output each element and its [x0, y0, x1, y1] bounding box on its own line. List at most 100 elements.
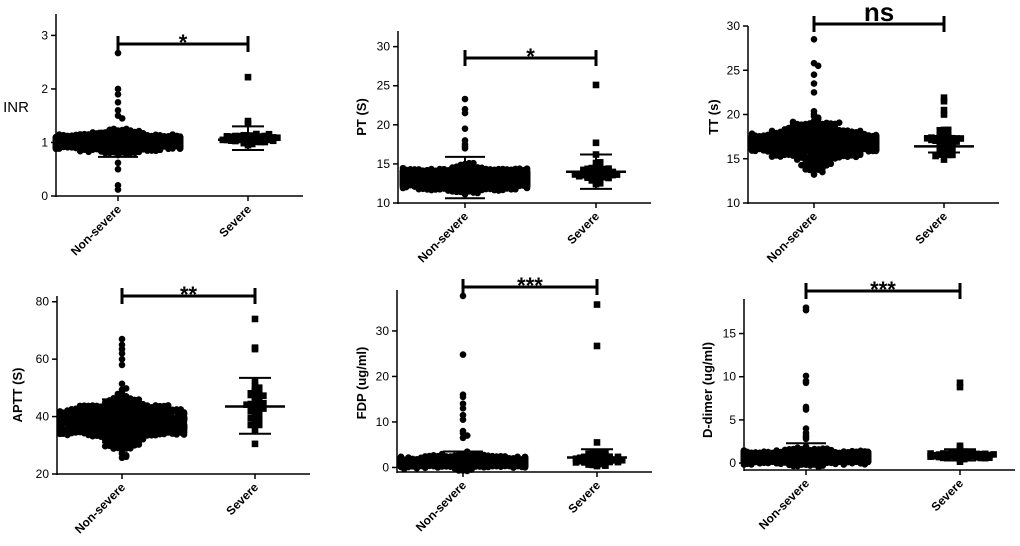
data-point [470, 159, 477, 167]
data-point [459, 434, 467, 442]
data-point [949, 144, 956, 152]
data-point [244, 120, 252, 128]
x-category-label: Non-severe [72, 480, 128, 536]
data-point [748, 144, 756, 152]
data-point [588, 177, 596, 184]
y-tick-label: 0 [41, 189, 48, 203]
data-point [593, 462, 601, 470]
y-tick-label: 15 [727, 152, 741, 166]
data-point [948, 449, 955, 457]
data-point [52, 140, 60, 148]
data-point [118, 361, 126, 369]
data-point [588, 164, 596, 172]
data-point [461, 144, 469, 152]
data-point [139, 129, 147, 137]
data-point [589, 448, 597, 456]
data-point [247, 414, 255, 422]
data-point [247, 390, 255, 397]
data-point [56, 424, 64, 432]
data-point [265, 130, 273, 138]
data-point [461, 125, 469, 133]
data-point [118, 355, 126, 363]
x-category-label: Severe [223, 480, 261, 518]
data-point [768, 127, 776, 135]
data-point [55, 131, 63, 138]
data-point [602, 462, 609, 469]
data-point [932, 152, 939, 160]
data-point [960, 448, 968, 455]
data-point [596, 163, 604, 171]
data-point [236, 132, 243, 140]
data-point [56, 412, 64, 420]
significance-label: * [526, 44, 535, 69]
data-point [944, 151, 952, 159]
y-tick-label: 30 [727, 19, 741, 33]
data-point [928, 136, 935, 144]
data-point [614, 458, 622, 466]
data-point [810, 80, 818, 87]
x-category-label: Non-severe [415, 209, 471, 265]
data-point [571, 171, 579, 178]
data-point [827, 160, 835, 168]
data-point [248, 132, 256, 139]
data-point [415, 185, 423, 193]
data-point [844, 127, 851, 135]
data-point [247, 408, 255, 415]
data-point [253, 134, 260, 142]
data-point [131, 149, 139, 157]
data-point [399, 181, 407, 189]
data-point [936, 146, 944, 154]
y-tick-label: 10 [376, 415, 390, 429]
significance-label: * [179, 30, 188, 55]
data-point [592, 139, 600, 147]
data-point [856, 151, 864, 159]
data-point [589, 461, 597, 469]
data-point [261, 132, 269, 140]
data-point [114, 107, 122, 114]
data-point [114, 390, 122, 398]
data-point [936, 126, 944, 134]
data-point [593, 439, 601, 446]
data-point [831, 155, 839, 162]
data-point [956, 383, 964, 391]
data-point [255, 421, 263, 429]
data-point [977, 450, 985, 458]
y-tick-label: 25 [727, 63, 741, 77]
data-point [593, 342, 601, 350]
data-point [768, 153, 776, 160]
data-point [953, 138, 960, 145]
y-tick-label: 5 [729, 413, 736, 427]
data-point [512, 185, 519, 193]
data-point [596, 179, 604, 187]
significance-label: ns [864, 0, 894, 27]
data-point [114, 99, 122, 106]
data-point [592, 81, 600, 89]
data-point [459, 393, 467, 401]
data-point [601, 173, 608, 181]
data-point [936, 151, 944, 158]
data-point [255, 387, 263, 395]
y-tick-label: 1 [41, 135, 48, 149]
data-point [101, 442, 109, 450]
data-point [740, 458, 748, 465]
data-point [940, 132, 948, 140]
data-point [114, 49, 122, 57]
data-point [449, 188, 456, 195]
data-point [474, 189, 481, 197]
data-point [89, 129, 97, 136]
y-tick-label: 30 [377, 40, 391, 54]
data-point [986, 454, 993, 461]
data-point [601, 165, 608, 173]
significance-label: ** [180, 282, 198, 307]
data-point [981, 454, 989, 462]
data-point [114, 85, 122, 93]
x-category-label: Severe [928, 476, 966, 514]
y-axis-label: FDP (ug/ml) [354, 347, 369, 420]
data-point [251, 315, 259, 323]
x-category-label: Severe [565, 478, 603, 516]
data-point [118, 350, 126, 357]
data-point [114, 90, 122, 98]
data-point [596, 169, 604, 177]
data-point [949, 151, 956, 159]
data-point [459, 405, 467, 412]
